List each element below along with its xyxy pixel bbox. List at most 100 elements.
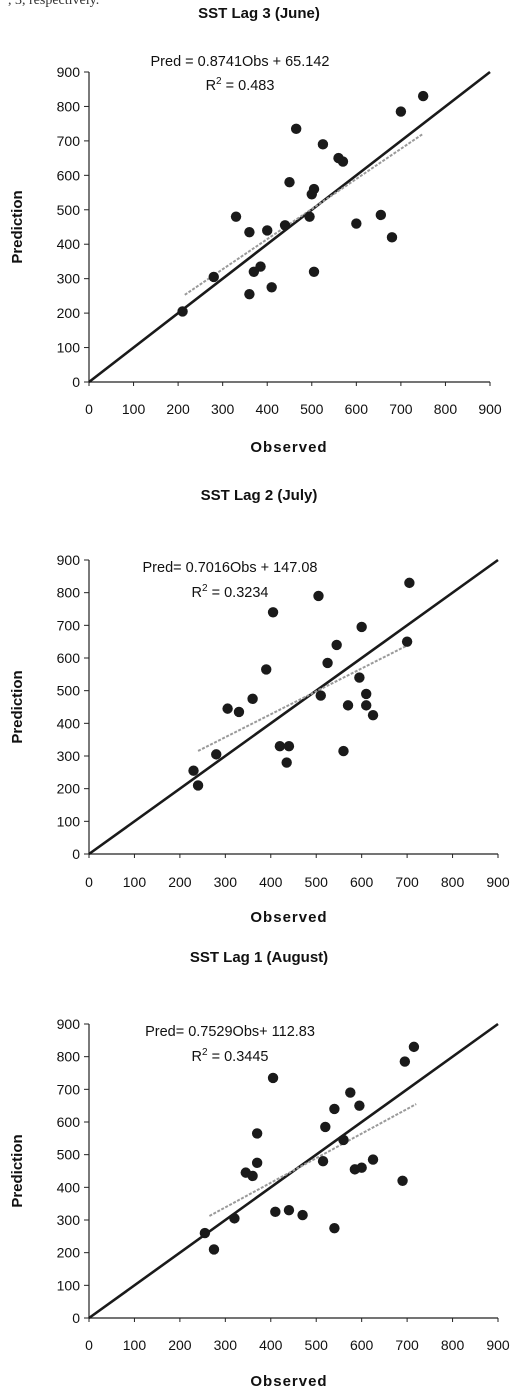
x-tick-label: 500 [300,401,324,417]
y-tick-label: 700 [57,617,81,633]
caption-fragment: , 3, respectively. [8,0,100,8]
data-point [399,1056,411,1067]
y-tick-label: 700 [57,133,81,149]
data-point [308,266,320,277]
x-tick-label: 100 [123,1337,147,1353]
data-point [397,1175,408,1187]
y-tick-label: 900 [57,1016,81,1032]
y-tick-label: 300 [57,748,81,764]
data-point [317,1156,329,1167]
y-tick-label: 600 [57,1114,81,1130]
x-tick-label: 800 [434,401,458,417]
data-point [342,700,354,711]
data-point [229,1213,240,1224]
data-point [417,90,429,102]
x-tick-label: 700 [395,874,419,890]
data-point [199,1227,211,1239]
data-point [345,1087,356,1098]
y-tick-label: 800 [57,585,81,601]
x-tick-label: 100 [122,401,146,417]
data-point [208,271,219,283]
y-tick-label: 700 [57,1081,81,1097]
data-point [329,1103,340,1115]
y-tick-label: 900 [57,552,81,568]
data-point [356,621,367,633]
regression-equation: Pred = 0.8741Obs + 65.142 [151,54,330,70]
data-point [338,745,349,757]
y-tick-label: 400 [57,1179,81,1195]
data-point [338,1134,349,1146]
y-axis-label: Prediction [9,1134,26,1207]
x-tick-label: 200 [166,401,190,417]
data-point [267,1072,279,1084]
data-point [375,209,387,221]
regression-equation: Pred= 0.7529Obs+ 112.83 [145,1024,315,1040]
y-tick-label: 900 [57,64,81,80]
data-point [247,1170,258,1182]
y-tick-label: 200 [57,1245,81,1261]
x-tick-label: 700 [395,1337,419,1353]
x-tick-label: 900 [486,1337,510,1353]
data-point [297,1209,308,1221]
data-point [188,765,199,776]
y-tick-label: 300 [57,271,81,287]
data-point [408,1041,420,1053]
chart-title: SST Lag 1 (August) [190,949,328,966]
y-tick-label: 400 [57,715,81,731]
y-tick-label: 600 [57,167,81,183]
data-point [247,693,258,705]
data-point [401,636,413,647]
regression-line [184,132,424,296]
x-axis-label: Observed [250,439,327,456]
data-point [386,232,398,243]
data-point [270,1206,281,1218]
data-point [177,306,188,317]
data-point [192,780,204,791]
x-tick-label: 100 [123,874,147,890]
data-point [317,139,329,150]
data-point [315,690,326,701]
x-tick-label: 600 [350,874,374,890]
data-point [367,709,379,721]
y-tick-label: 500 [57,202,81,218]
data-point [337,156,349,167]
data-point [283,741,295,752]
y-tick-label: 100 [57,340,81,356]
y-tick-label: 100 [57,1277,81,1293]
data-point [404,577,415,589]
y-tick-label: 0 [72,374,80,390]
y-tick-label: 200 [57,781,81,797]
y-tick-label: 0 [72,1310,80,1326]
x-tick-label: 400 [259,874,283,890]
x-tick-label: 700 [389,401,413,417]
x-tick-label: 0 [85,1337,93,1353]
y-tick-label: 800 [57,1049,81,1065]
data-point [304,211,315,222]
x-tick-label: 800 [441,1337,465,1353]
data-point [262,225,273,236]
y-tick-label: 800 [57,98,81,114]
x-axis-label: Observed [250,1373,327,1390]
data-point [322,657,333,669]
y-tick-label: 400 [57,236,81,252]
data-point [354,672,365,683]
x-tick-label: 500 [305,874,329,890]
x-tick-label: 300 [214,874,238,890]
x-tick-label: 0 [85,874,93,890]
x-tick-label: 400 [259,1337,283,1353]
y-tick-label: 200 [57,305,81,321]
data-point [230,211,242,222]
x-axis-label: Observed [250,909,327,926]
data-point [222,703,233,714]
x-tick-label: 300 [211,401,235,417]
y-tick-label: 0 [72,846,80,862]
data-point [261,664,272,675]
y-tick-label: 300 [57,1212,81,1228]
y-axis-label: Prediction [9,190,26,263]
chart-title: SST Lag 3 (June) [198,5,320,22]
data-point [251,1128,263,1139]
regression-line [197,644,408,752]
data-point [251,1157,263,1169]
r-squared-label: R2 = 0.3234 [192,583,269,601]
